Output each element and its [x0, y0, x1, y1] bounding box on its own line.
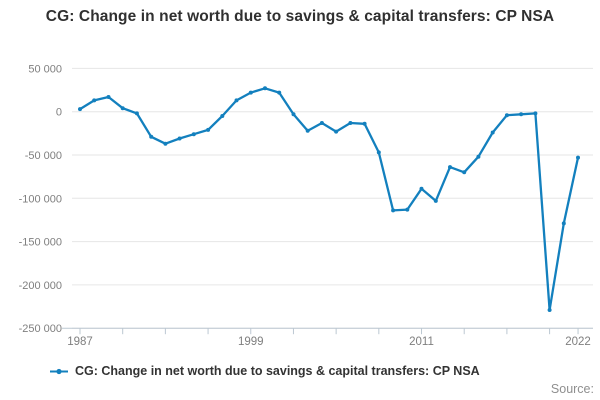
y-axis-tick-label: -100 000: [19, 193, 62, 205]
data-point-marker[interactable]: [576, 155, 580, 160]
data-point-marker[interactable]: [120, 106, 125, 111]
data-point-marker[interactable]: [106, 95, 111, 99]
data-point-marker[interactable]: [177, 136, 182, 141]
x-axis-tick-label: 1999: [238, 336, 264, 348]
data-point-marker[interactable]: [533, 111, 538, 116]
x-axis-tick-label: 1987: [67, 336, 93, 348]
data-series-line: [78, 87, 580, 312]
data-point-marker[interactable]: [504, 113, 509, 118]
data-point-marker[interactable]: [206, 127, 211, 132]
y-axis-tick-label: -150 000: [19, 237, 62, 249]
legend-line-marker-icon: [50, 368, 68, 374]
data-point-marker[interactable]: [149, 134, 154, 139]
data-point-marker[interactable]: [490, 130, 495, 135]
y-axis-tick-label: 50 000: [28, 63, 62, 75]
y-axis-tick-label: 0: [56, 107, 62, 119]
source-label: Source:: [550, 382, 594, 396]
data-point-marker[interactable]: [476, 154, 481, 159]
data-point-marker[interactable]: [376, 150, 381, 155]
data-point-marker[interactable]: [163, 141, 168, 146]
data-point-marker[interactable]: [319, 121, 324, 125]
data-point-marker[interactable]: [277, 90, 282, 95]
data-point-marker[interactable]: [462, 170, 467, 175]
legend-item[interactable]: CG: Change in net worth due to savings &…: [50, 364, 480, 378]
data-point-marker[interactable]: [291, 112, 296, 117]
data-point-marker[interactable]: [547, 308, 552, 312]
data-point-marker[interactable]: [78, 107, 82, 112]
chart-title: CG: Change in net worth due to savings &…: [45, 8, 555, 25]
y-axis-tick-label: -50 000: [25, 150, 62, 162]
data-point-marker[interactable]: [391, 208, 396, 213]
data-point-marker[interactable]: [305, 128, 310, 133]
data-point-marker[interactable]: [362, 121, 367, 126]
x-axis-tick-label: 2022: [565, 336, 591, 348]
data-point-marker[interactable]: [191, 132, 196, 137]
y-axis-tick-label: -250 000: [19, 323, 62, 335]
data-point-marker[interactable]: [348, 121, 353, 125]
data-point-marker[interactable]: [92, 98, 97, 103]
data-point-marker[interactable]: [248, 90, 253, 95]
data-point-marker[interactable]: [234, 98, 239, 103]
data-point-marker[interactable]: [448, 165, 452, 170]
data-point-marker[interactable]: [405, 207, 410, 212]
data-point-marker[interactable]: [519, 112, 524, 117]
data-point-marker[interactable]: [561, 221, 566, 226]
legend-label: CG: Change in net worth due to savings &…: [75, 364, 480, 378]
data-point-marker[interactable]: [263, 86, 267, 91]
data-point-marker[interactable]: [134, 111, 139, 116]
data-point-marker[interactable]: [220, 114, 225, 118]
data-point-marker[interactable]: [433, 198, 438, 203]
line-chart: 50 000 0 -50 000 -100 000 -150 000 -200 000 -2…: [19, 63, 593, 348]
data-point-marker[interactable]: [419, 186, 424, 191]
data-point-marker[interactable]: [334, 129, 339, 134]
x-axis-tick-label: 2011: [409, 336, 434, 348]
y-axis-tick-label: -200 000: [19, 280, 62, 292]
